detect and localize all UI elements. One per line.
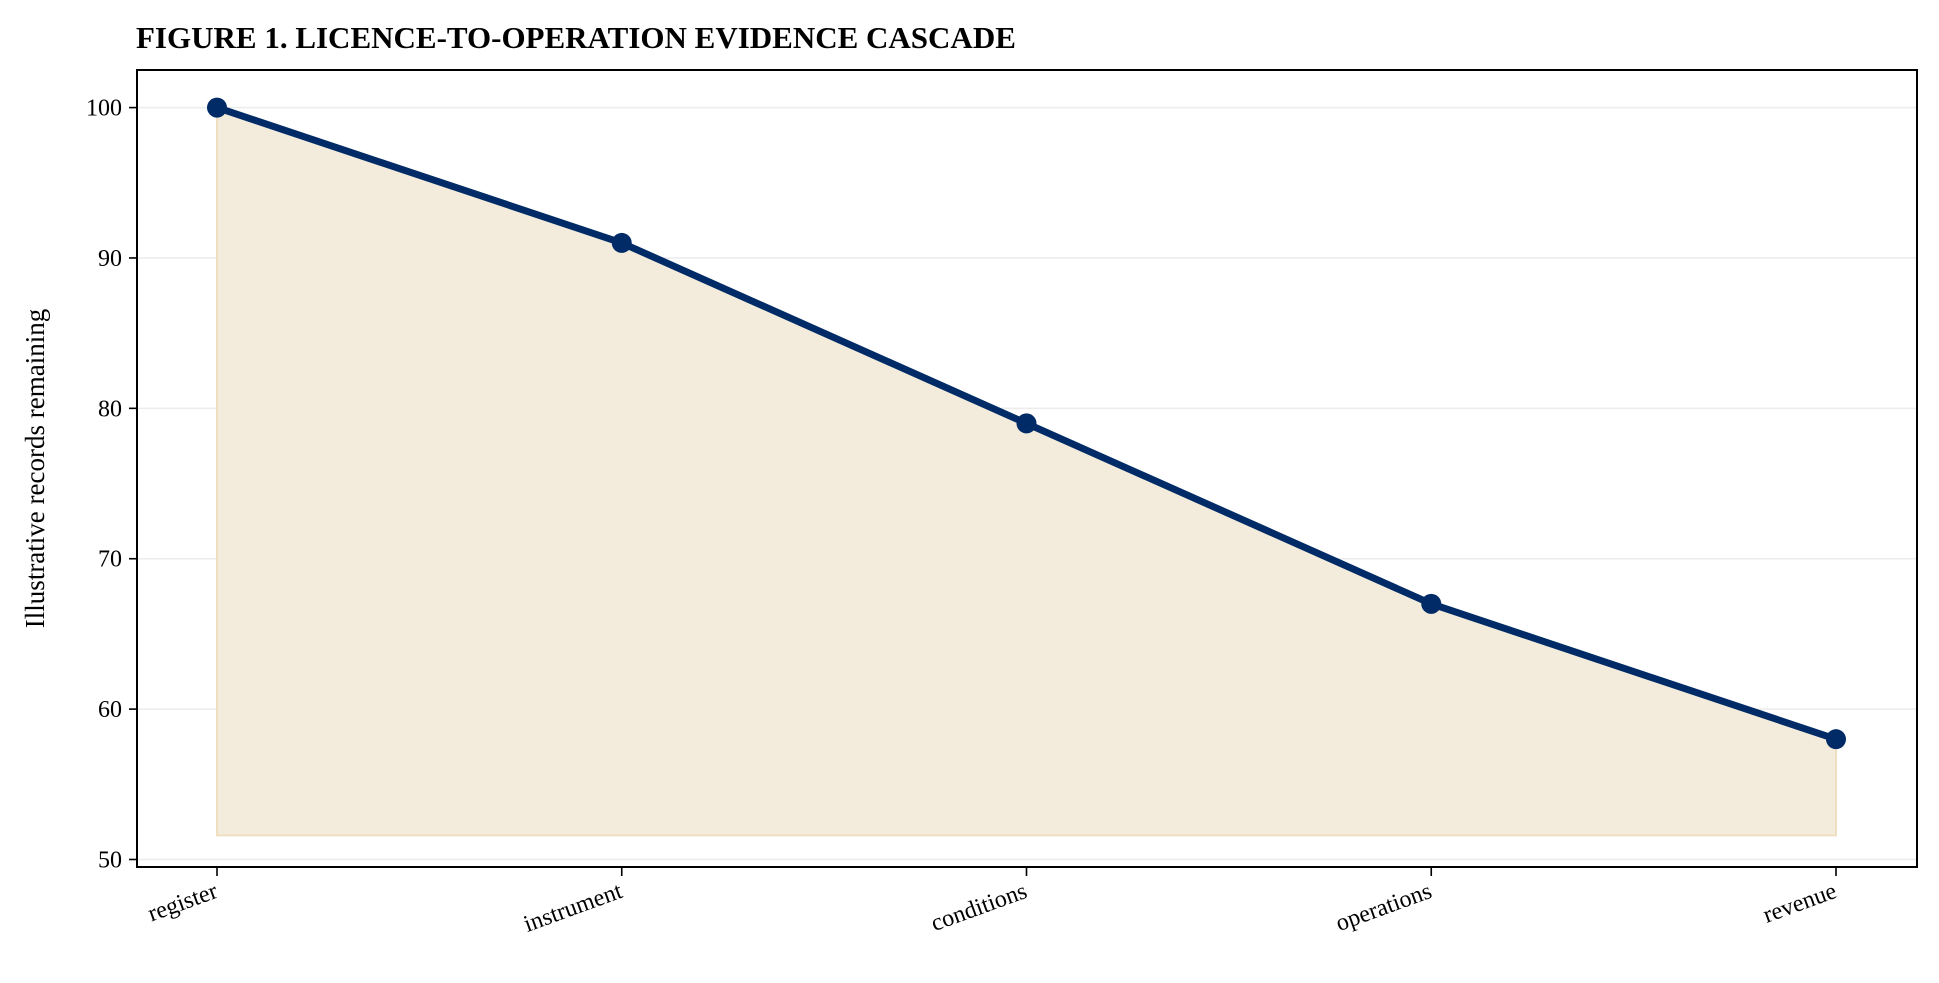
chart-title: FIGURE 1. LICENCE-TO-OPERATION EVIDENCE … [136,20,1016,55]
x-tick-label: conditions [928,878,1031,937]
x-tick-label: register [145,878,222,927]
y-tick-label: 50 [98,847,122,873]
area-fill-layer [216,106,1837,837]
y-tick-label: 80 [98,396,122,422]
x-tick-label: revenue [1760,878,1840,928]
y-axis: 50 60 70 80 90 100 [86,96,137,873]
x-axis: register instrument conditions operations re… [145,867,1840,938]
y-tick-label: 70 [98,547,122,573]
y-tick-label: 90 [98,246,122,272]
y-tick-label: 100 [86,96,122,122]
y-axis-label: Illustrative records remaining [20,309,50,628]
x-tick-label: instrument [520,878,626,938]
area-fill [216,106,1837,837]
data-point [611,232,632,253]
data-point [207,97,227,118]
y-tick-label: 60 [98,697,122,723]
data-point [1016,413,1037,434]
data-point [1421,593,1442,614]
x-tick-label: operations [1332,878,1435,937]
data-point [1826,729,1846,750]
data-points [207,97,1846,750]
